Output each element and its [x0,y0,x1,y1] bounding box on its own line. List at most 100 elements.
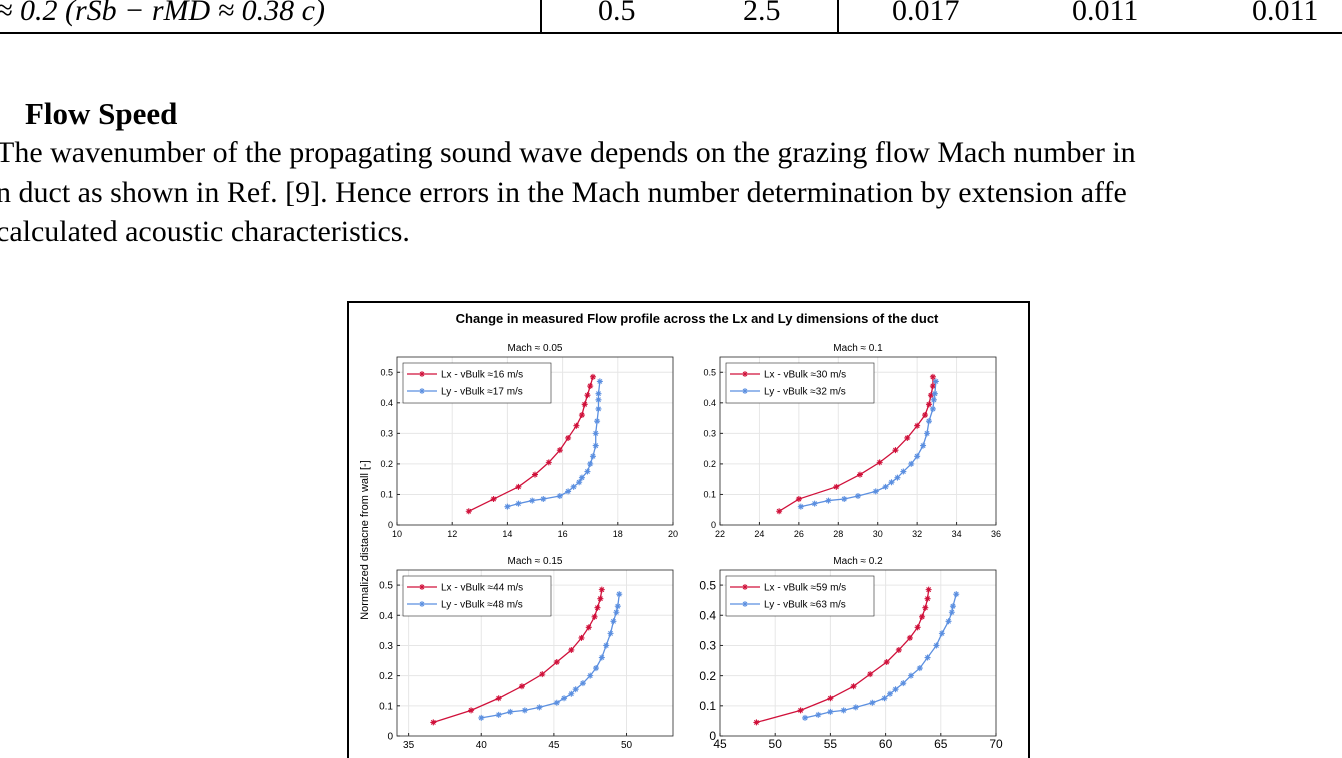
data-marker [932,378,939,385]
data-marker [585,624,592,631]
data-marker [581,401,588,408]
data-marker [598,586,605,593]
legend-marker [742,584,748,590]
data-marker [592,430,599,437]
legend-label: Ly - vBulk ≈32 m/s [764,387,846,398]
y-tick-label: 0 [709,729,716,743]
x-tick-label: 50 [769,737,783,751]
data-marker [607,630,614,637]
y-tick-label: 0.4 [699,608,716,622]
data-marker [914,422,921,429]
x-tick-label: 60 [879,737,893,751]
data-marker [478,714,485,721]
data-marker [920,442,927,449]
x-tick-label: 65 [934,737,948,751]
data-marker [468,707,475,714]
axes-box [396,569,674,737]
data-marker [540,496,547,503]
legend-label: Ly - vBulk ≈17 m/s [441,387,523,398]
data-marker [596,378,603,385]
data-marker [515,500,522,507]
data-marker [603,642,610,649]
data-marker [929,383,936,390]
data-marker [869,699,876,706]
table-cell: 0.011 [1252,0,1319,27]
data-marker [587,672,594,679]
data-marker [908,460,915,467]
data-marker [587,460,594,467]
data-marker [948,609,955,616]
legend-marker [419,601,425,607]
data-marker [927,392,934,399]
legend-label: Lx - vBulk ≈59 m/s [764,583,846,594]
data-marker [888,479,895,486]
legend-box [725,362,875,404]
data-marker [850,683,857,690]
data-marker [545,459,552,466]
data-marker [597,595,604,602]
data-marker [568,646,575,653]
data-marker [795,496,802,503]
y-tick-label: 0 [388,520,393,530]
table-cell: 0.5 [598,0,636,27]
table-rule [0,32,1342,34]
data-marker [882,483,889,490]
y-tick-label: 0.5 [703,367,716,377]
data-marker [576,479,583,486]
data-marker [539,671,546,678]
data-marker [856,471,863,478]
table-cell: ≈ 0.2 (rSb − rMD ≈ 0.38 c) [0,0,325,27]
data-marker [919,613,926,620]
y-tick-label: 0.4 [703,398,716,408]
data-marker [933,642,940,649]
data-marker [595,405,602,412]
y-tick-label: 0.5 [379,581,393,592]
data-marker [867,671,874,678]
data-marker [894,474,901,481]
data-marker [553,659,560,666]
data-marker [594,604,601,611]
data-marker [584,392,591,399]
data-marker [930,396,937,403]
data-marker [953,591,960,598]
data-marker [515,483,522,490]
y-tick-label: 0 [387,732,393,743]
data-marker [900,468,907,475]
legend-label: Lx - vBulk ≈30 m/s [764,370,846,381]
x-tick-label: 55 [824,737,838,751]
legend-marker [419,584,425,590]
legend-box [402,575,552,617]
y-tick-label: 0.3 [379,641,393,652]
data-marker [827,695,834,702]
legend-label: Lx - vBulk ≈44 m/s [441,583,523,594]
axes-box [396,356,674,526]
data-marker [592,442,599,449]
data-marker [797,707,804,714]
data-marker [598,654,605,661]
data-marker [495,695,502,702]
data-marker [430,719,437,726]
x-tick-label: 18 [613,529,623,539]
data-marker [922,604,929,611]
y-tick-label: 0.2 [380,459,393,469]
legend-label: Ly - vBulk ≈48 m/s [441,600,523,611]
data-marker [924,654,931,661]
figure-title: Change in measured Flow profile across t… [456,311,939,326]
data-marker [887,690,894,697]
data-marker [553,699,560,706]
x-tick-label: 22 [715,529,725,539]
data-marker [578,412,585,419]
data-marker [532,471,538,478]
subplot-title: Mach ≈ 0.2 [833,556,883,567]
data-marker [536,704,543,711]
legend-box [402,362,552,404]
y-tick-label: 0.1 [699,699,716,713]
data-marker [797,503,804,510]
axes-box [719,356,997,526]
y-tick-label: 0.1 [379,701,393,712]
data-marker [573,422,580,429]
data-marker [925,418,932,425]
table-cell: 0.017 [892,0,960,27]
data-marker [591,613,598,620]
